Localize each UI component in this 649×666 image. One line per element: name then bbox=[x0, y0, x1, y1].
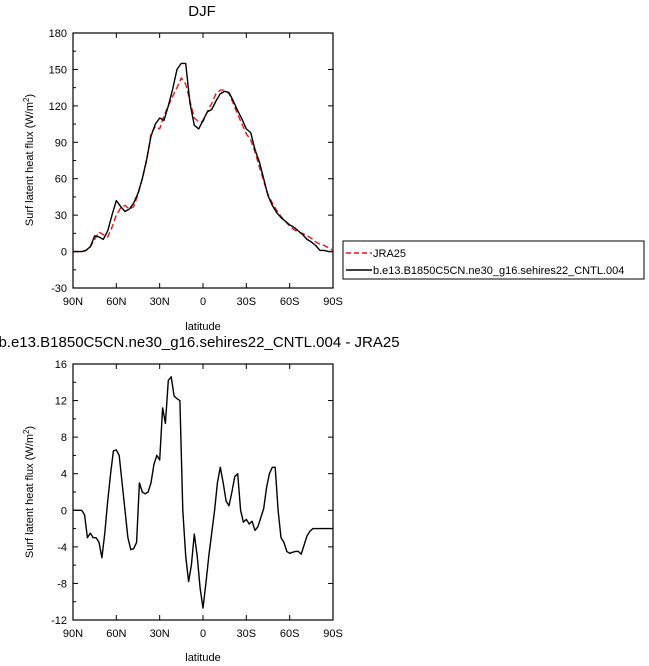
bottom-y-tick-label: 16 bbox=[55, 359, 67, 371]
top-x-axis: 90N 60N 30N 0 30S 60S 90S bbox=[63, 33, 343, 308]
bottom-y-tick-label: -8 bbox=[57, 578, 67, 590]
top-x-tick-label: 30S bbox=[237, 296, 257, 308]
top-y-tick-label: 0 bbox=[61, 247, 67, 259]
bottom-chart-title: b.e13.B1850C5CN.ne30_g16.sehires22_CNTL.… bbox=[0, 334, 400, 351]
bottom-y-tick-label: 8 bbox=[61, 432, 67, 444]
bottom-x-tick-label: 30N bbox=[150, 628, 170, 640]
top-y-tick-label: 150 bbox=[49, 64, 67, 76]
top-y-tick-label: 30 bbox=[55, 210, 67, 222]
top-y-axis-label: Surf latent heat flux (W/m2) bbox=[22, 94, 36, 226]
bottom-x-axis: 90N 60N 30N 0 30S 60S 90S bbox=[63, 364, 343, 640]
bottom-x-tick-label: 30S bbox=[237, 628, 257, 640]
top-x-axis-label: latitude bbox=[185, 321, 220, 333]
bottom-y-tick-label: -12 bbox=[51, 615, 67, 627]
top-y-tick-label: 90 bbox=[55, 137, 67, 149]
top-y-tick-label: 60 bbox=[55, 174, 67, 186]
bottom-x-tick-label: 90N bbox=[63, 628, 83, 640]
top-series-line-0 bbox=[73, 77, 334, 253]
legend: JRA25 b.e13.B1850C5CN.ne30_g16.sehires22… bbox=[342, 240, 645, 280]
top-y-tick-label: 180 bbox=[49, 28, 67, 40]
top-series-lines bbox=[73, 62, 334, 253]
top-plot-frame bbox=[72, 32, 334, 289]
bottom-panel: b.e13.B1850C5CN.ne30_g16.sehires22_CNTL.… bbox=[0, 334, 400, 664]
bottom-y-axis-label: Surf latent heat flux (W/m2) bbox=[22, 426, 36, 558]
bottom-y-axis: -12 -8 -4 0 4 8 12 16 bbox=[51, 359, 333, 627]
top-y-tick-label: -30 bbox=[51, 283, 67, 295]
bottom-series-line-0 bbox=[73, 376, 333, 609]
legend-label-model: b.e13.B1850C5CN.ne30_g16.sehires22_CNTL.… bbox=[373, 265, 624, 277]
bottom-x-tick-label: 0 bbox=[200, 628, 206, 640]
bottom-x-axis-label: latitude bbox=[185, 652, 220, 664]
top-x-tick-label: 90N bbox=[63, 296, 83, 308]
bottom-x-tick-label: 90S bbox=[323, 628, 343, 640]
top-x-tick-label: 30N bbox=[150, 296, 170, 308]
bottom-y-tick-label: -4 bbox=[57, 542, 67, 554]
bottom-y-tick-label: 0 bbox=[61, 505, 67, 517]
top-panel: DJF -30 0 30 60 90 120 150 180 90N 60N 30N 0 30S 60S… bbox=[22, 3, 343, 333]
top-chart-title: DJF bbox=[188, 3, 216, 20]
top-y-axis: -30 0 30 60 90 120 150 180 bbox=[49, 28, 333, 295]
legend-label-jra25: JRA25 bbox=[373, 248, 406, 260]
bottom-x-tick-label: 60N bbox=[106, 628, 126, 640]
top-series-line-1 bbox=[73, 62, 333, 253]
top-x-tick-label: 90S bbox=[323, 296, 343, 308]
bottom-series-lines bbox=[73, 376, 333, 609]
top-y-tick-label: 120 bbox=[49, 101, 67, 113]
bottom-y-tick-label: 12 bbox=[55, 396, 67, 408]
bottom-plot-frame bbox=[72, 363, 334, 621]
top-x-tick-label: 60N bbox=[106, 296, 126, 308]
bottom-x-tick-label: 60S bbox=[280, 628, 300, 640]
top-x-tick-label: 60S bbox=[280, 296, 300, 308]
top-x-tick-label: 0 bbox=[200, 296, 206, 308]
bottom-y-tick-label: 4 bbox=[61, 469, 67, 481]
legend-box bbox=[342, 240, 645, 280]
